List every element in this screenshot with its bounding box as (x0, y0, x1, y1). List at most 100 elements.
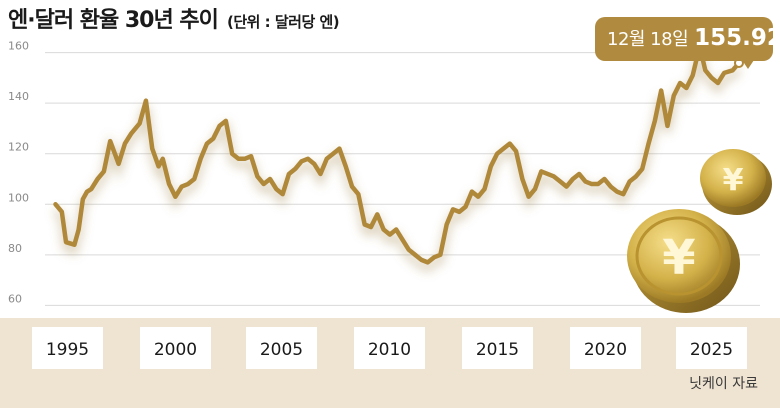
data-point (180, 185, 183, 188)
data-point (186, 182, 190, 186)
data-point (401, 238, 404, 241)
data-point (54, 203, 57, 206)
x-tick-label: 1995 (46, 340, 89, 360)
y-tick-label: 100 (8, 191, 29, 204)
data-point (388, 233, 392, 236)
data-point (451, 208, 455, 211)
data-point (157, 165, 160, 168)
data-point (508, 142, 511, 145)
data-point (73, 243, 76, 246)
x-tick-box (140, 327, 211, 369)
data-point (77, 228, 80, 231)
data-point (596, 182, 600, 186)
data-point (275, 187, 278, 191)
data-point (659, 89, 663, 92)
y-tick-label: 80 (8, 242, 22, 255)
x-tick-labels: 1995 2000 2005 2010 2015 2020 2025 (32, 327, 747, 369)
data-point (464, 205, 467, 208)
data-point (262, 182, 265, 186)
data-point (64, 240, 68, 244)
data-point (161, 157, 164, 160)
data-point (123, 142, 127, 145)
data-point (249, 155, 253, 158)
data-point (102, 170, 106, 173)
data-point (130, 132, 133, 135)
data-point (685, 86, 688, 90)
series-line-group (53, 50, 744, 265)
data-point (540, 170, 543, 173)
data-point (300, 160, 303, 163)
svg-text:¥: ¥ (723, 163, 744, 198)
data-point (477, 195, 480, 198)
y-tick-label: 160 (8, 40, 29, 53)
data-point (363, 223, 366, 226)
data-point (281, 192, 284, 196)
data-point (319, 172, 322, 176)
data-point (90, 187, 93, 191)
x-tick-label: 2010 (368, 340, 411, 360)
data-point (151, 147, 154, 150)
data-point (666, 124, 669, 128)
data-point (420, 258, 423, 262)
yen-coin-icon: ¥ (627, 209, 740, 313)
data-point (628, 180, 631, 183)
data-point (144, 99, 148, 102)
data-point (483, 187, 486, 191)
callout-value: 155.92 (694, 25, 780, 51)
x-tick-box (570, 327, 641, 369)
data-point (394, 228, 398, 231)
data-point (199, 157, 202, 160)
data-point (287, 172, 291, 176)
data-point (445, 223, 448, 226)
data-point (723, 71, 726, 75)
data-point (193, 177, 196, 181)
data-point (357, 192, 360, 196)
data-point (96, 177, 99, 181)
y-tick-label: 120 (8, 141, 29, 154)
data-point (704, 69, 707, 72)
data-point (641, 167, 644, 171)
data-point (615, 190, 619, 193)
data-point (117, 162, 120, 166)
data-point (268, 177, 272, 181)
data-point (243, 157, 246, 160)
data-point (376, 213, 379, 216)
data-point (546, 172, 549, 176)
data-point (218, 124, 221, 128)
data-point (382, 228, 385, 231)
data-point (691, 74, 694, 77)
data-point (81, 198, 85, 201)
data-point (731, 69, 734, 72)
data-point (571, 177, 575, 181)
data-point (470, 190, 474, 193)
data-point (413, 253, 417, 257)
data-point (672, 94, 675, 97)
data-point (653, 119, 657, 123)
data-point (306, 157, 310, 160)
title-main: 엔·달러 환율 30년 추이 (8, 8, 219, 33)
data-point (85, 190, 89, 193)
data-point (338, 147, 341, 150)
data-point (432, 256, 436, 259)
x-tick-label: 2020 (584, 340, 627, 360)
data-point (603, 177, 606, 181)
data-point (325, 157, 328, 160)
y-tick-label: 140 (8, 90, 29, 103)
x-tick-label: 2015 (476, 340, 519, 360)
data-point (634, 175, 638, 178)
data-point (521, 177, 524, 181)
svg-text:¥: ¥ (662, 230, 695, 286)
data-point (174, 195, 177, 198)
data-point (344, 165, 347, 168)
data-point (502, 147, 505, 150)
data-point (609, 185, 612, 188)
data-point (647, 142, 650, 145)
callout-date: 12월 18일 (607, 29, 689, 50)
data-point (495, 152, 499, 155)
data-point (622, 192, 625, 196)
source-label: 닛케이 자료 (689, 376, 758, 392)
data-point (590, 182, 593, 186)
data-point (678, 81, 682, 85)
callout-pointer (742, 60, 754, 69)
data-point (527, 195, 530, 198)
